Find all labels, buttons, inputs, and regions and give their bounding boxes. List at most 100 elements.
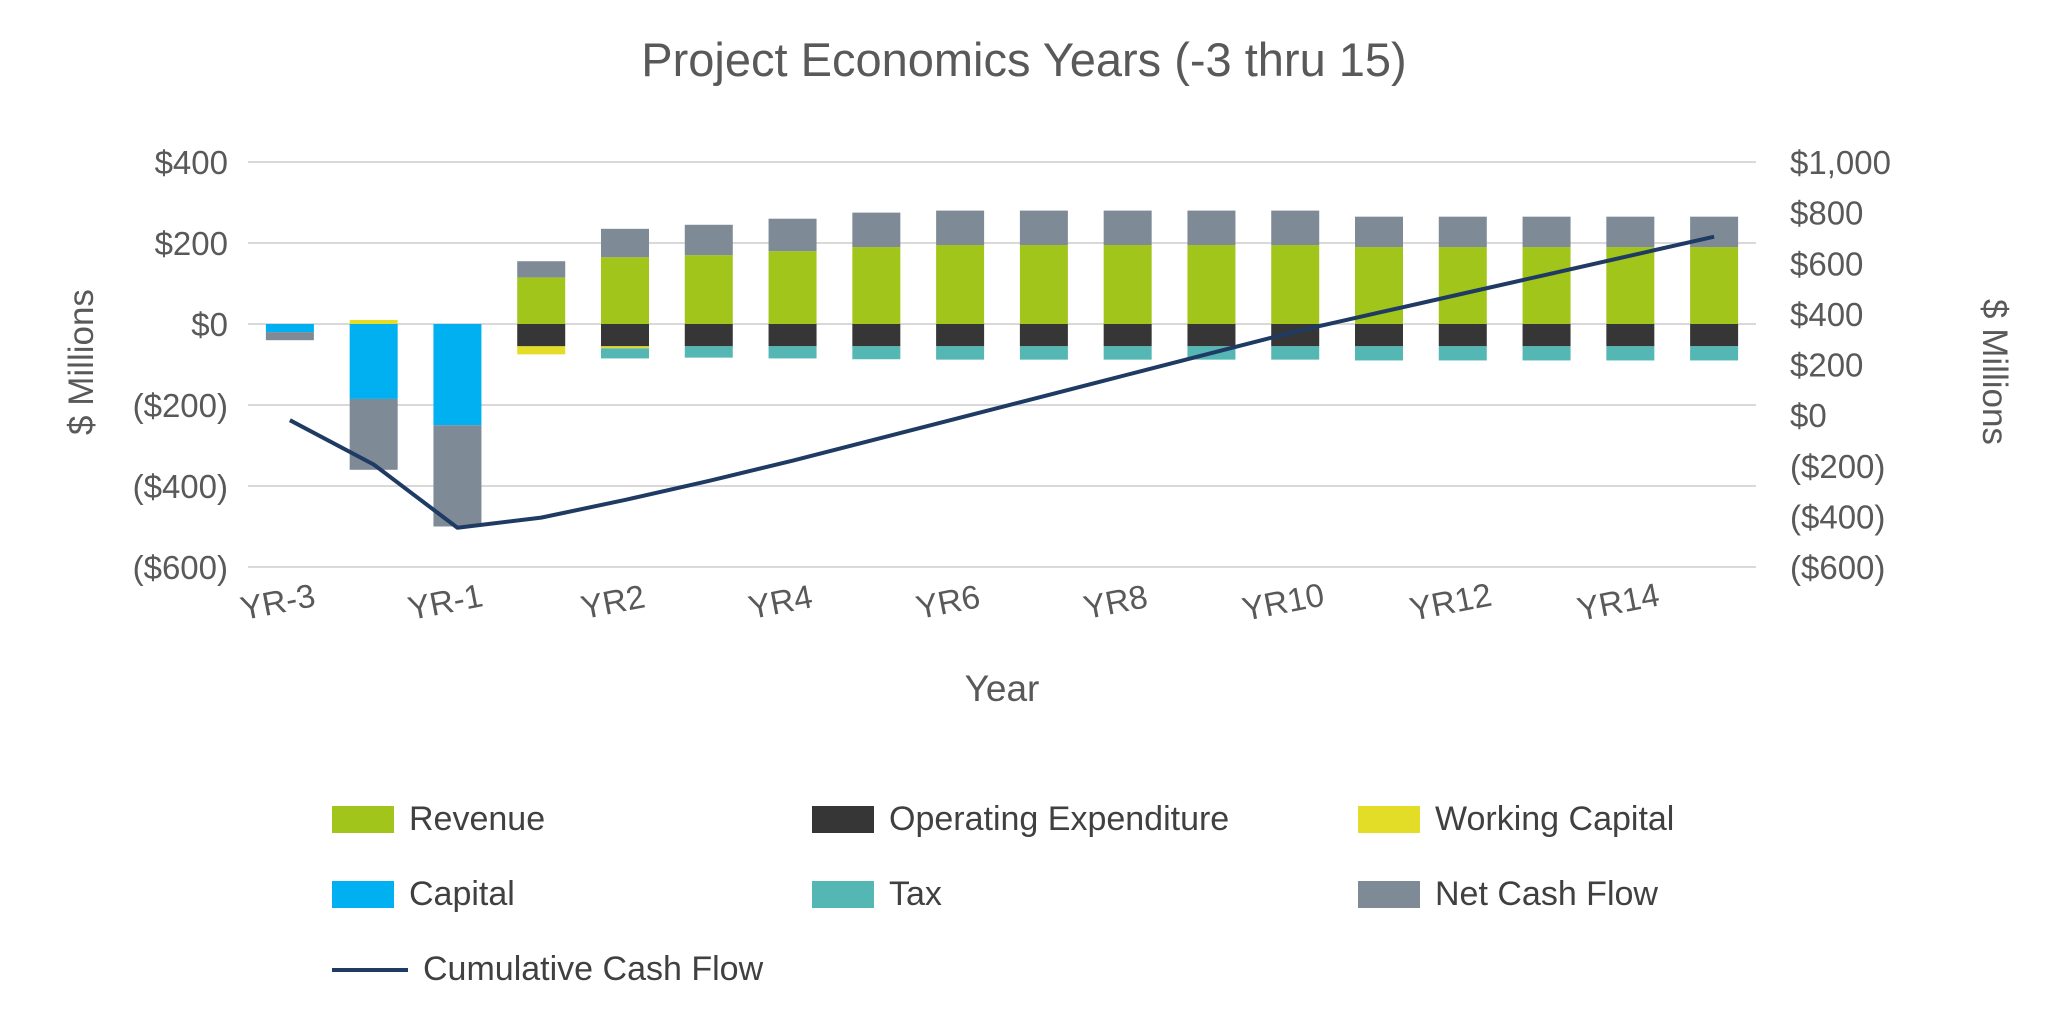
right-axis-tick-label: $800 bbox=[1790, 195, 1863, 232]
bar-segment-net-cash-flow bbox=[1438, 216, 1487, 248]
bar-segment-revenue bbox=[601, 257, 649, 324]
bar-segment-operating-expenditure bbox=[1019, 324, 1068, 347]
legend-color-swatch bbox=[1358, 881, 1420, 908]
bar-segment-net-cash-flow bbox=[1355, 216, 1403, 248]
left-axis-tick-label: $200 bbox=[155, 225, 228, 262]
legend-color-swatch bbox=[1358, 806, 1420, 833]
x-axis-tick-label: YR2 bbox=[578, 577, 648, 626]
legend-color-swatch bbox=[812, 806, 874, 833]
cumulative-cash-flow-line bbox=[288, 234, 1715, 530]
bar-segment-net-cash-flow bbox=[1019, 210, 1068, 246]
legend-line-swatch bbox=[332, 967, 408, 972]
legend-color-swatch bbox=[332, 806, 394, 833]
bar-segment-operating-expenditure bbox=[601, 324, 649, 347]
bar-segment-operating-expenditure bbox=[684, 324, 733, 347]
bar-segment-net-cash-flow bbox=[349, 398, 398, 470]
bar-segment-tax bbox=[601, 348, 649, 359]
legend-color-swatch bbox=[812, 881, 874, 908]
bar-segment-revenue bbox=[1522, 247, 1571, 324]
x-axis-tick-label: YR12 bbox=[1407, 576, 1495, 628]
bar-segment-capital bbox=[349, 324, 398, 399]
legend-item-capital: Capital bbox=[332, 875, 812, 914]
left-axis-tick-label: $400 bbox=[155, 144, 228, 181]
right-axis-tick-label: $1,000 bbox=[1790, 144, 1891, 181]
bar-segment-net-cash-flow bbox=[1522, 216, 1571, 248]
bar-segment-operating-expenditure bbox=[1606, 324, 1655, 347]
bar-segment-net-cash-flow bbox=[936, 210, 985, 246]
left-axis-tick-label: $0 bbox=[191, 306, 228, 343]
legend-label: Tax bbox=[889, 875, 942, 913]
right-axis-tick-label: ($400) bbox=[1790, 498, 1885, 535]
bar-segment-net-cash-flow bbox=[433, 425, 482, 527]
legend-item-cumulative-cash-flow: Cumulative Cash Flow bbox=[332, 950, 812, 989]
x-axis-tick-label: YR10 bbox=[1239, 576, 1327, 628]
legend-item-operating-expenditure: Operating Expenditure bbox=[812, 800, 1358, 839]
bar-segment-revenue bbox=[1103, 245, 1152, 324]
bar-segment-operating-expenditure bbox=[1187, 324, 1236, 347]
bar-segment-operating-expenditure bbox=[1522, 324, 1571, 347]
bar-segment-revenue bbox=[1271, 245, 1320, 324]
bar-segment-net-cash-flow bbox=[1103, 210, 1152, 246]
bar-segment-revenue bbox=[684, 255, 733, 324]
x-axis-tick-label: YR4 bbox=[745, 577, 815, 626]
plot-area: $400 $200 $0 ($200) ($400) ($600) $1,000 $800 $6… bbox=[133, 144, 1891, 628]
legend-color-swatch bbox=[332, 881, 394, 908]
right-axis-tick-label: $600 bbox=[1790, 245, 1863, 282]
bar-segment-net-cash-flow bbox=[601, 228, 649, 258]
bar-segment-working-capital bbox=[601, 346, 649, 349]
left-axis-tick-label: ($600) bbox=[133, 549, 228, 586]
bar-segment-operating-expenditure bbox=[852, 324, 901, 347]
bar-segment-net-cash-flow bbox=[684, 224, 733, 256]
legend-item-net-cash-flow: Net Cash Flow bbox=[1358, 875, 1958, 914]
legend-label: Working Capital bbox=[1435, 800, 1675, 838]
bar-segment-net-cash-flow bbox=[265, 332, 314, 341]
bar-segment-tax bbox=[1606, 346, 1655, 361]
bar-segment-tax bbox=[1019, 346, 1068, 360]
right-axis-tick-label: ($600) bbox=[1790, 549, 1885, 586]
right-axis-tick-label: $400 bbox=[1790, 296, 1863, 333]
bar-segment-tax bbox=[1438, 346, 1487, 361]
legend-label: Capital bbox=[409, 875, 515, 913]
bar-segment-revenue bbox=[1019, 245, 1068, 324]
legend: Revenue Operating Expenditure Working Capi… bbox=[332, 782, 1958, 1007]
bar-segment-working-capital bbox=[349, 319, 398, 324]
bar-segment-operating-expenditure bbox=[768, 324, 817, 347]
bar-segment-tax bbox=[1522, 346, 1571, 361]
x-axis-tick-label: YR6 bbox=[913, 577, 983, 626]
bar-segment-tax bbox=[852, 346, 901, 360]
legend-item-revenue: Revenue bbox=[332, 800, 812, 839]
chart-title: Project Economics Years (-3 thru 15) bbox=[641, 33, 1407, 86]
bar-segment-tax bbox=[936, 346, 985, 360]
x-axis-title: Year bbox=[964, 668, 1040, 709]
legend-label: Net Cash Flow bbox=[1435, 875, 1658, 913]
bar-segment-revenue bbox=[768, 251, 817, 324]
bar-segment-operating-expenditure bbox=[1690, 324, 1739, 347]
bar-segment-operating-expenditure bbox=[1438, 324, 1487, 347]
bar-segment-capital bbox=[265, 324, 314, 333]
right-axis-tick-label: $0 bbox=[1790, 397, 1827, 434]
bar-segment-operating-expenditure bbox=[1103, 324, 1152, 347]
bar-segment-capital bbox=[433, 324, 482, 426]
legend-item-working-capital: Working Capital bbox=[1358, 800, 1958, 839]
bar-segment-revenue bbox=[852, 247, 901, 324]
bar-segment-net-cash-flow bbox=[1187, 210, 1236, 246]
bar-segment-net-cash-flow bbox=[768, 218, 817, 252]
bar-segment-revenue bbox=[1690, 247, 1739, 324]
bar-segment-operating-expenditure bbox=[1355, 324, 1403, 347]
bar-segment-operating-expenditure bbox=[936, 324, 985, 347]
bar-segment-revenue bbox=[936, 245, 985, 324]
bar-segment-tax bbox=[1690, 346, 1739, 361]
bar-segment-net-cash-flow bbox=[517, 261, 566, 278]
bar-segment-operating-expenditure bbox=[517, 324, 566, 347]
right-axis-tick-label: ($200) bbox=[1790, 448, 1885, 485]
left-axis-tick-label: ($200) bbox=[133, 387, 228, 424]
bar-segment-tax bbox=[1355, 346, 1403, 361]
legend-label: Cumulative Cash Flow bbox=[423, 950, 764, 988]
bar-segment-working-capital bbox=[517, 346, 566, 355]
bar-segment-tax bbox=[768, 346, 817, 359]
x-axis-tick-label: YR-3 bbox=[237, 576, 318, 627]
bar-segment-revenue bbox=[517, 277, 566, 324]
right-axis-tick-label: $200 bbox=[1790, 347, 1863, 384]
bar-segment-net-cash-flow bbox=[1271, 210, 1320, 246]
x-axis-tick-label: YR-1 bbox=[405, 576, 486, 627]
